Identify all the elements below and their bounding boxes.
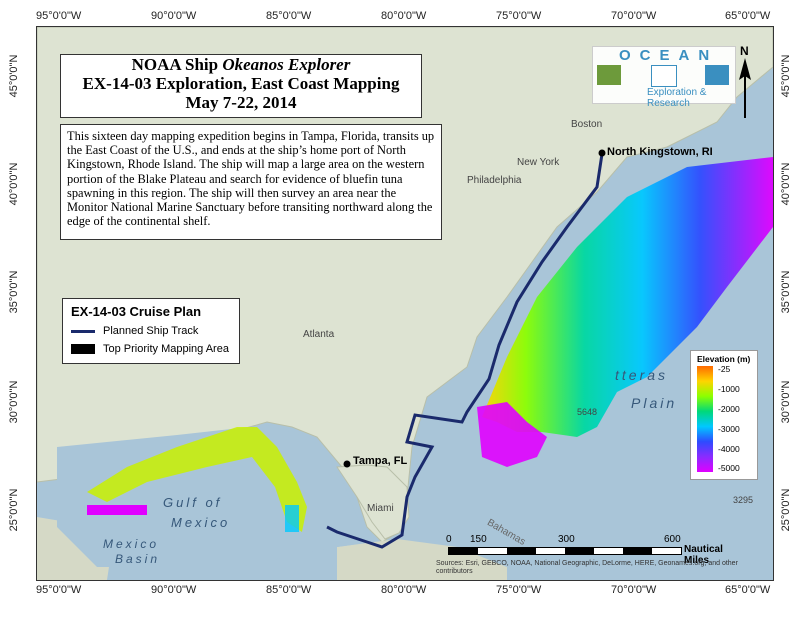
top-lon-1: 95°0'0"W — [36, 10, 82, 22]
elevation-legend: Elevation (m) -25 -1000 -2000 -3000 -400… — [690, 350, 758, 480]
planned-ship-track — [326, 153, 604, 549]
label-atlanta: Atlanta — [303, 329, 335, 340]
left-lat-3: 35°0'0"N — [8, 270, 20, 314]
map-frame[interactable]: North Kingstown, RI Tampa, FL Boston New… — [36, 26, 774, 581]
north-arrow-icon — [739, 58, 751, 118]
bottom-lon-5: 75°0'0"W — [496, 584, 542, 596]
diver-icon — [705, 65, 729, 85]
north-kingstown-marker — [598, 149, 606, 157]
label-philadelphia: Philadelphia — [467, 175, 522, 186]
bottom-lon-3: 85°0'0"W — [266, 584, 312, 596]
right-lat-3: 35°0'0"N — [780, 270, 792, 314]
bottom-lon-1: 95°0'0"W — [36, 584, 82, 596]
logo-word: OCEAN — [619, 47, 719, 64]
left-lat-4: 30°0'0"N — [8, 380, 20, 424]
top-lon-2: 90°0'0"W — [151, 10, 197, 22]
ocean-exploration-logo: OCEAN Exploration & Research — [592, 46, 736, 109]
title-line-2: EX-14-03 Exploration, East Coast Mapping — [82, 74, 400, 93]
elevation-color-bar — [697, 366, 713, 472]
legend-box: EX-14-03 Cruise Plan Planned Ship Track … — [62, 298, 240, 364]
map-title-box: NOAA Ship Okeanos Explorer EX-14-03 Expl… — [60, 54, 422, 118]
title-line-3: May 7-22, 2014 — [185, 93, 297, 112]
elev-tick-5: -4000 — [718, 444, 740, 454]
scale-bar: 0 150 300 600 Nautical Miles — [446, 534, 746, 566]
legend-title: EX-14-03 Cruise Plan — [71, 304, 202, 319]
label-gulf-of: Gulf of — [163, 495, 223, 510]
label-boston: Boston — [571, 119, 603, 130]
left-lat-5: 25°0'0"N — [8, 488, 20, 532]
top-lon-3: 85°0'0"W — [266, 10, 312, 22]
top-lon-6: 70°0'0"W — [611, 10, 657, 22]
bottom-lon-4: 80°0'0"W — [381, 584, 427, 596]
label-new-york: New York — [517, 157, 560, 168]
title-prefix: NOAA Ship — [131, 55, 223, 74]
legend-area-row: Top Priority Mapping Area — [71, 343, 229, 355]
right-lat-1: 45°0'0"N — [780, 54, 792, 98]
top-lon-4: 80°0'0"W — [381, 10, 427, 22]
cuba-land — [337, 539, 507, 580]
logo-subtitle: Exploration & Research — [647, 87, 707, 109]
gulf-swath-deep — [87, 505, 147, 515]
top-lon-5: 75°0'0"W — [496, 10, 542, 22]
tampa-marker — [343, 460, 351, 468]
legend-track-label: Planned Ship Track — [103, 325, 199, 337]
ship-icon — [597, 65, 621, 85]
legend-area-label: Top Priority Mapping Area — [103, 343, 229, 355]
blake-plateau-area — [477, 402, 547, 467]
label-depth-3295: 3295 — [733, 495, 754, 505]
title-ship-name: Okeanos Explorer — [222, 55, 351, 74]
label-depth-5648: 5648 — [577, 407, 598, 417]
right-lat-4: 30°0'0"N — [780, 380, 792, 424]
scale-tick-0: 0 — [446, 534, 452, 545]
label-mexico-basin-1: Mexico — [103, 537, 160, 551]
scale-tick-300: 300 — [558, 534, 575, 545]
label-plain: Plain — [631, 395, 678, 411]
elev-tick-6: -5000 — [718, 463, 740, 473]
map-sources: Sources: Esri, GEBCO, NOAA, National Geo… — [436, 560, 738, 575]
scale-unit: Nautical Miles — [684, 544, 723, 566]
label-mexico-basin-2: Basin — [115, 552, 161, 566]
elevation-title: Elevation (m) — [697, 354, 751, 364]
bottom-lon-7: 65°0'0"W — [725, 584, 771, 596]
right-lat-2: 40°0'0"N — [780, 162, 792, 206]
gulf-swath — [87, 427, 307, 532]
atlantic-swath — [482, 157, 773, 437]
north-label: N — [740, 44, 749, 58]
track-swatch — [71, 329, 95, 333]
label-miami: Miami — [367, 503, 394, 514]
gulf-swath-east — [285, 505, 299, 532]
left-lat-2: 40°0'0"N — [8, 162, 20, 206]
elev-tick-1: -25 — [718, 364, 731, 374]
scale-tick-150: 150 — [470, 534, 487, 545]
top-lon-7: 65°0'0"W — [725, 10, 771, 22]
label-hatteras: tteras — [615, 367, 669, 383]
elev-tick-2: -1000 — [718, 384, 740, 394]
area-swatch — [71, 344, 95, 354]
elev-tick-3: -2000 — [718, 404, 740, 414]
sonar-icon — [651, 65, 677, 87]
title-line-1: NOAA Ship Okeanos Explorer — [61, 55, 421, 74]
label-tampa: Tampa, FL — [353, 455, 408, 467]
legend-track-row: Planned Ship Track — [71, 325, 198, 337]
right-lat-5: 25°0'0"N — [780, 488, 792, 532]
scale-tick-600: 600 — [664, 534, 681, 545]
label-north-kingstown: North Kingstown, RI — [607, 146, 713, 158]
bottom-lon-6: 70°0'0"W — [611, 584, 657, 596]
left-lat-1: 45°0'0"N — [8, 54, 20, 98]
elev-tick-4: -3000 — [718, 424, 740, 434]
scale-graphic — [448, 547, 682, 555]
label-gulf-mexico: Mexico — [171, 515, 231, 530]
map-canvas — [37, 27, 773, 580]
description-box: This sixteen day mapping expedition begi… — [60, 124, 442, 240]
bottom-lon-2: 90°0'0"W — [151, 584, 197, 596]
